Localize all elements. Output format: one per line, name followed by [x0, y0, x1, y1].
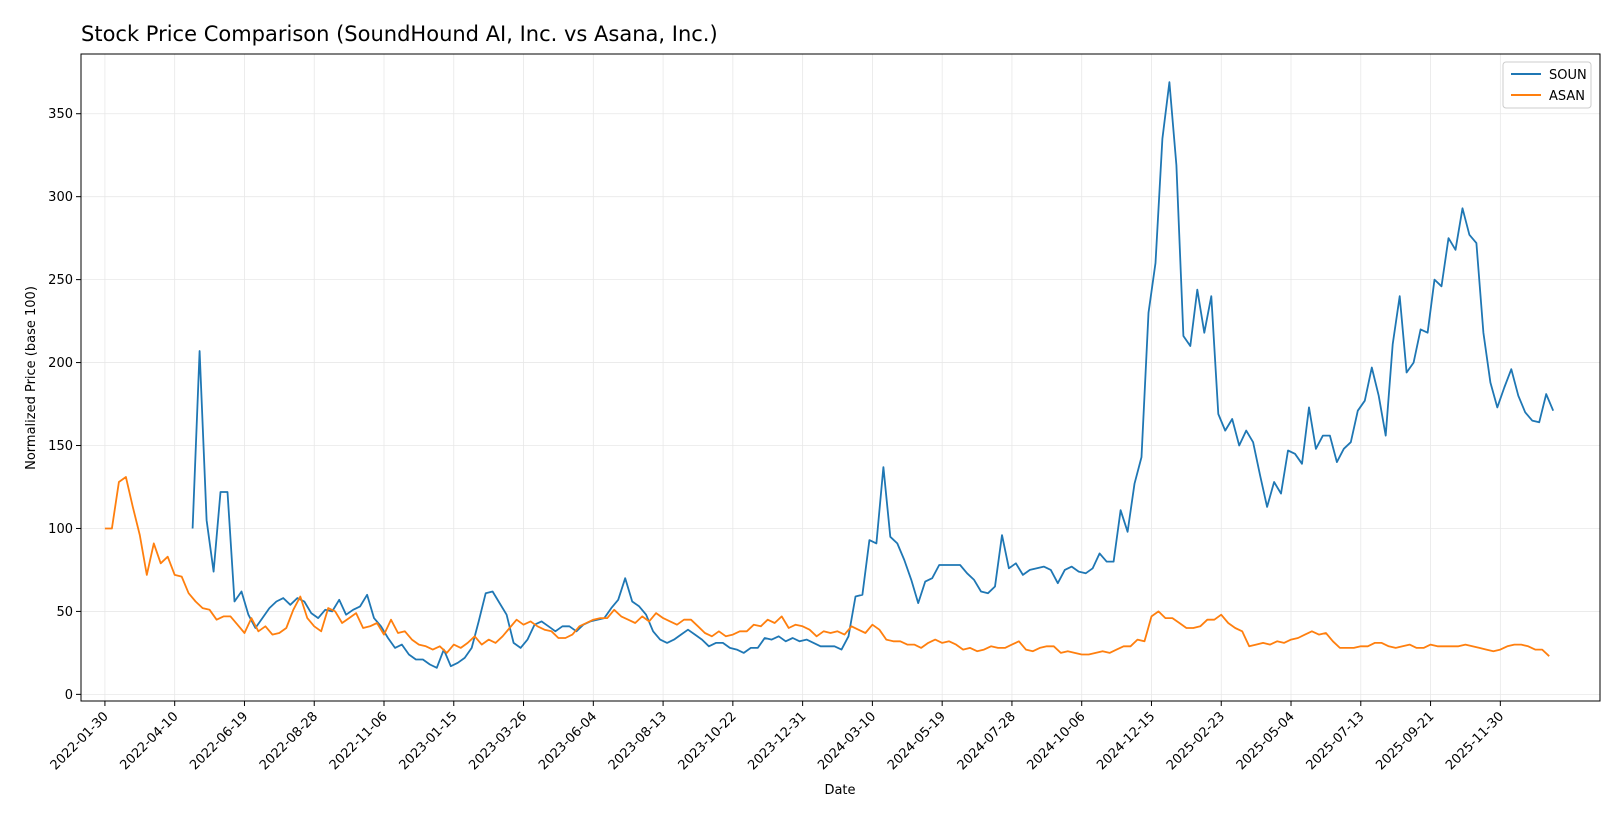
y-tick-label: 350	[48, 107, 73, 122]
y-tick-label: 250	[48, 273, 73, 288]
series-layer	[104, 81, 1555, 669]
y-tick-label: 100	[48, 522, 73, 537]
x-axis-label: Date	[824, 783, 855, 798]
legend-label-asan: ASAN	[1549, 89, 1585, 104]
y-axis-label: Normalized Price (base 100)	[24, 286, 39, 470]
chart-title: Stock Price Comparison (SoundHound AI, I…	[81, 22, 718, 46]
series-line-soun	[191, 81, 1555, 669]
series-line-asan	[104, 476, 1550, 657]
y-tick-label: 50	[56, 605, 73, 620]
legend: SOUN ASAN	[1502, 61, 1592, 109]
y-tick-label: 150	[48, 439, 73, 454]
y-tick-label: 0	[65, 688, 73, 703]
y-tick-label: 300	[48, 190, 73, 205]
grid	[81, 54, 1600, 701]
plot-frame	[80, 53, 1601, 702]
y-axis: 0 50 100 150 200 250 300 350	[48, 107, 81, 703]
legend-label-soun: SOUN	[1549, 68, 1587, 83]
y-tick-label: 200	[48, 356, 73, 371]
